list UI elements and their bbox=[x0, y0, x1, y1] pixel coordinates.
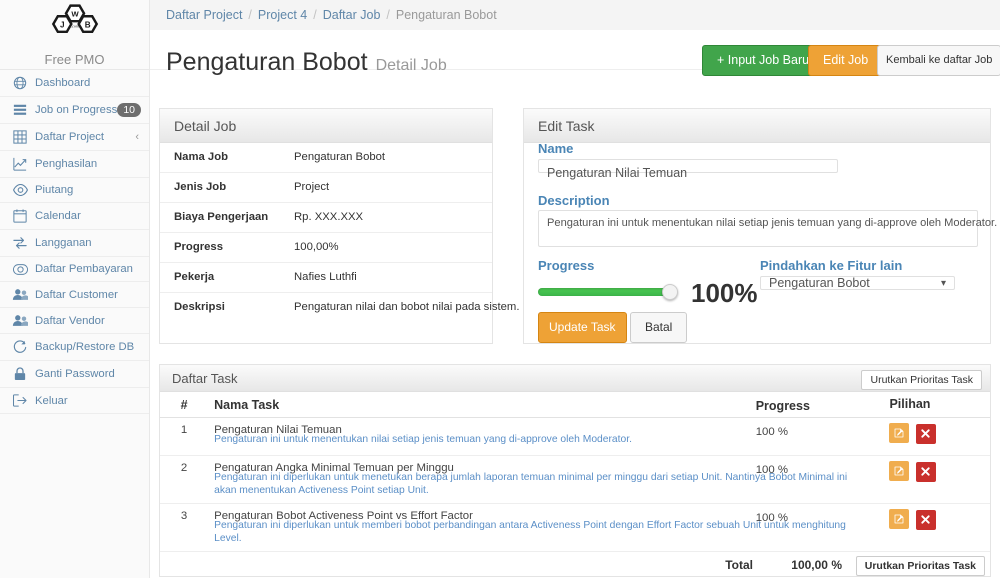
svg-text:B: B bbox=[84, 21, 90, 30]
svg-text:.com: .com bbox=[71, 23, 79, 28]
svg-text:W: W bbox=[71, 10, 79, 19]
svg-text:J: J bbox=[60, 21, 65, 30]
